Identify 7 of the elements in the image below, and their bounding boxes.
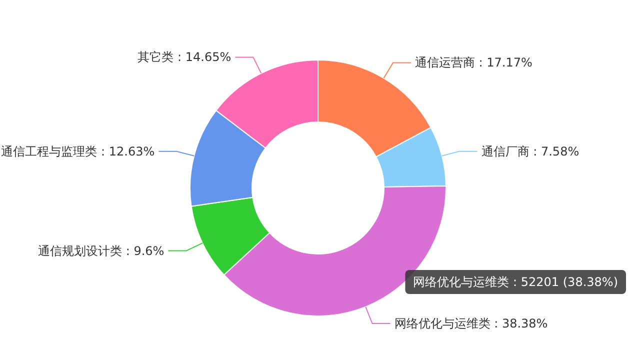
slice-label: 通信运营商 : 17.17% [414,56,532,70]
slice-label: 其它类 : 14.65% [138,50,232,64]
slice-label: 网络优化与运维类 : 38.38% [394,316,548,331]
slice-label: 通信规划设计类 : 9.6% [38,244,164,258]
annotation: 网络优化与运维类 : 52201 (38.38%) [405,270,626,294]
slice-label: 通信工程与监理类 : 12.63% [1,144,155,158]
slice-label: 通信厂商 : 7.58% [481,144,580,158]
